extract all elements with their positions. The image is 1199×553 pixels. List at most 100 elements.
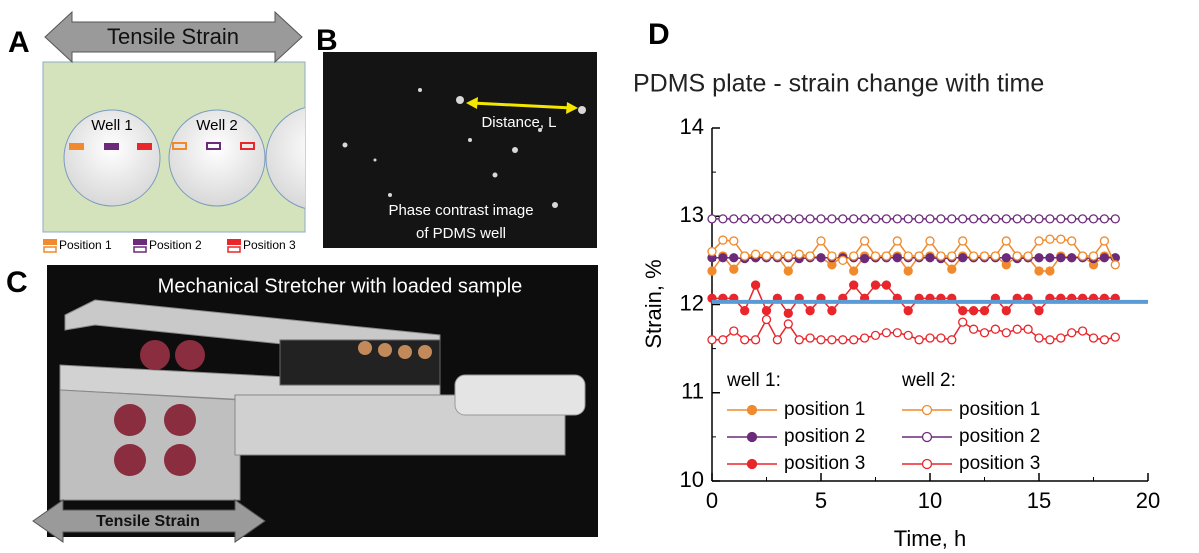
legend-marker	[921, 404, 933, 416]
legend-marker	[746, 404, 758, 416]
data-point	[729, 264, 739, 274]
legend-label: position 1	[784, 399, 865, 420]
panel-d: D PDMS plate - strain change with time T…	[633, 18, 1044, 551]
data-point	[1001, 236, 1011, 246]
data-point	[849, 251, 859, 261]
data-point	[936, 251, 946, 261]
series-line	[712, 256, 1116, 260]
position-mark	[137, 143, 152, 150]
legend-marker	[746, 431, 758, 443]
legend-text: Position 2	[149, 238, 202, 252]
data-point	[1099, 253, 1110, 263]
arrowhead	[466, 97, 478, 109]
caption: of PDMS well	[416, 225, 506, 242]
data-point	[729, 253, 739, 263]
panel-label: A	[8, 26, 30, 59]
data-point	[1077, 251, 1088, 261]
data-point	[849, 280, 859, 290]
data-point	[914, 251, 924, 261]
data-point	[1067, 328, 1077, 338]
data-point	[914, 335, 924, 345]
data-point	[1034, 236, 1044, 246]
data-point	[750, 214, 761, 224]
data-point	[870, 330, 881, 341]
data-point	[903, 306, 913, 316]
chart-title: PDMS plate - strain change with time	[633, 70, 1044, 98]
data-point	[1067, 236, 1077, 246]
legend-text: Position 3	[243, 238, 296, 252]
data-point	[1001, 328, 1011, 338]
data-point	[838, 255, 848, 266]
data-point	[881, 280, 892, 290]
data-point	[761, 251, 772, 261]
data-point	[892, 214, 902, 224]
data-point	[827, 214, 837, 224]
data-point	[827, 335, 837, 345]
data-point	[794, 249, 804, 259]
data-point	[718, 335, 728, 345]
data-point	[750, 335, 761, 345]
strain-arrow	[32, 499, 266, 543]
data-point	[979, 306, 990, 316]
x-tick-label: 0	[706, 488, 718, 513]
data-point	[805, 306, 815, 316]
data-point	[881, 214, 892, 224]
data-point	[1045, 335, 1055, 345]
data-point	[761, 214, 772, 224]
data-point	[838, 214, 848, 224]
data-point	[1045, 253, 1055, 263]
y-tick-label: 13	[680, 202, 704, 227]
data-point	[740, 335, 750, 345]
y-tick-label: 10	[680, 467, 704, 492]
data-point	[1110, 332, 1120, 342]
well-label: Well 2	[196, 117, 237, 134]
data-point	[750, 280, 761, 290]
arrow-text: Tensile Strain	[107, 24, 239, 49]
x-tick-label: 20	[1136, 488, 1160, 513]
legend-label: position 3	[959, 453, 1040, 474]
data-point	[947, 214, 957, 224]
data-point	[1012, 214, 1022, 224]
data-point	[947, 264, 957, 274]
data-point	[772, 335, 783, 345]
data-point	[925, 214, 935, 224]
series-line	[712, 283, 1116, 315]
legend-marker	[921, 431, 933, 443]
well	[63, 109, 161, 207]
data-point	[1088, 251, 1099, 261]
arrow-text: Tensile Strain	[96, 513, 200, 530]
data-point	[707, 335, 717, 345]
data-point	[1056, 333, 1066, 343]
data-point	[979, 251, 990, 261]
frame	[59, 389, 241, 501]
strain-arrow	[44, 10, 303, 64]
legend-label: position 1	[959, 399, 1040, 420]
data-point	[729, 326, 739, 336]
legend-marker	[921, 458, 933, 470]
legend-icon	[133, 239, 147, 245]
data-point	[761, 306, 772, 316]
data-point	[783, 319, 793, 329]
data-point	[1045, 214, 1055, 224]
data-point	[892, 328, 902, 338]
data-point	[816, 253, 826, 263]
data-point	[881, 251, 892, 261]
data-point	[903, 214, 913, 224]
data-point	[968, 251, 979, 261]
data-point	[707, 214, 717, 224]
data-point	[838, 335, 848, 345]
legend-icon	[43, 246, 57, 253]
data-point	[968, 324, 979, 334]
data-point	[859, 253, 870, 264]
data-point	[892, 253, 902, 263]
data-point	[1067, 214, 1077, 224]
legend-label: position 2	[784, 426, 865, 447]
position-mark	[172, 142, 187, 150]
panel-label: D	[648, 18, 670, 51]
data-point	[1088, 333, 1099, 343]
legend-text: Position 1	[59, 238, 112, 252]
photo-title: Mechanical Stretcher with loaded sample	[158, 275, 523, 297]
distance-line	[471, 101, 573, 110]
data-point	[936, 333, 946, 343]
